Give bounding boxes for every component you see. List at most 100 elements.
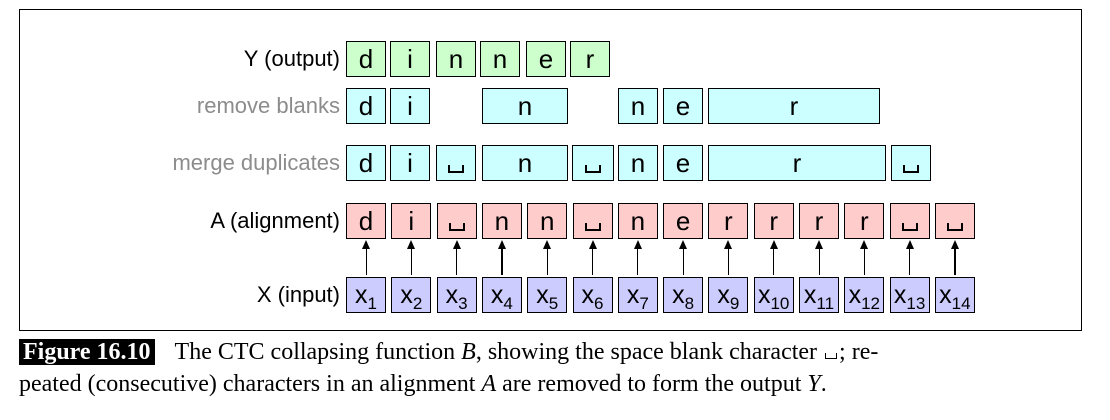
input-symbol: x: [400, 281, 413, 309]
input-subscript: 2: [412, 294, 423, 313]
caption-var-b: B: [461, 339, 476, 365]
output-cell: n: [436, 41, 476, 77]
remove-blanks-cell: e: [663, 88, 703, 124]
input-cell: x6: [572, 277, 613, 313]
caption-text: .: [820, 371, 827, 397]
input-subscript: 11: [816, 294, 835, 313]
input-subscript: 1: [367, 294, 377, 313]
figure-caption: Figure 16.10 The CTC collapsing function …: [19, 336, 1089, 400]
alignment-cell-blank: [889, 203, 930, 239]
input-cell: x2: [391, 277, 432, 313]
merge-cell: n: [618, 145, 658, 181]
input-cell: x3: [436, 277, 477, 313]
input-cell: x14: [934, 277, 975, 313]
input-cell: x11: [799, 277, 839, 313]
row-label-alignment: A (alignment): [210, 208, 340, 233]
alignment-cell: d: [346, 203, 386, 239]
caption-var-a: A: [481, 371, 497, 397]
alignment-cell: r: [753, 203, 794, 239]
input-symbol: x: [626, 281, 640, 309]
blank-symbol-icon: [585, 165, 601, 174]
row-label-input: X (input): [256, 282, 340, 307]
remove-blanks-cell: n: [618, 88, 658, 124]
input-subscript: 6: [594, 294, 604, 313]
output-cell: e: [526, 41, 566, 77]
caption-text: ; re-: [839, 339, 879, 365]
blank-symbol-icon: [901, 223, 918, 232]
blank-symbol-icon: [946, 223, 963, 232]
input-cell: x5: [527, 277, 568, 313]
merge-cell: d: [346, 145, 386, 181]
merge-cell-blank: [891, 145, 931, 181]
caption-text: The CTC collapsing function: [174, 339, 462, 365]
alignment-cell: e: [663, 203, 704, 239]
input-symbol: x: [536, 281, 549, 309]
alignment-cell-blank: [436, 203, 477, 239]
alignment-cell: r: [708, 203, 749, 239]
input-cell: x9: [708, 277, 749, 313]
input-subscript: 4: [503, 294, 513, 313]
caption-text: are removed to form the output: [496, 371, 808, 397]
alignment-cell: r: [844, 203, 885, 239]
input-cell: x10: [753, 277, 794, 313]
row-label-output: Y (output): [243, 46, 340, 71]
input-subscript: 9: [729, 294, 740, 313]
figure-frame: Y (output) d i n n e r remove blanks d i…: [19, 9, 1082, 331]
input-symbol: x: [939, 281, 952, 309]
input-symbol: x: [581, 281, 595, 309]
blank-symbol-icon: [825, 353, 838, 359]
merge-cell: i: [390, 145, 430, 181]
output-cell: n: [480, 41, 520, 77]
caption-text: peated (consecutive) characters in an al…: [19, 371, 482, 397]
merge-cell: e: [663, 145, 703, 181]
caption-var-y: Y: [807, 371, 821, 397]
input-cell: x1: [346, 277, 386, 313]
input-cell: x7: [617, 277, 658, 313]
input-subscript: 7: [639, 294, 649, 313]
remove-blanks-cell: d: [346, 88, 386, 124]
merge-cell: r: [708, 145, 886, 181]
alignment-cell: n: [617, 203, 658, 239]
input-symbol: x: [757, 281, 771, 309]
remove-blanks-cell: n: [482, 88, 568, 124]
input-symbol: x: [717, 281, 730, 309]
alignment-cell-blank: [572, 203, 613, 239]
merge-cell-blank: [572, 145, 614, 181]
row-label-merge-duplicates: merge duplicates: [172, 150, 340, 175]
caption-text: , showing the space blank character: [475, 339, 824, 365]
row-label-remove-blanks: remove blanks: [196, 93, 340, 118]
blank-symbol-icon: [903, 165, 919, 174]
input-subscript: 8: [684, 294, 695, 313]
input-subscript: 10: [770, 294, 790, 313]
alignment-cell: r: [799, 203, 839, 239]
output-cell: r: [570, 41, 610, 77]
merge-cell: n: [482, 145, 568, 181]
remove-blanks-cell: i: [390, 88, 430, 124]
merge-cell-blank: [436, 145, 476, 181]
input-symbol: x: [848, 281, 862, 309]
input-symbol: x: [803, 281, 817, 309]
blank-symbol-icon: [448, 223, 465, 232]
output-cell: d: [346, 41, 386, 77]
input-cell: x4: [481, 277, 522, 313]
input-cell: x12: [844, 277, 885, 313]
blank-symbol-icon: [584, 223, 601, 232]
alignment-cell: n: [481, 203, 522, 239]
input-symbol: x: [445, 281, 459, 309]
output-cell: i: [390, 41, 430, 77]
input-subscript: 3: [458, 294, 468, 313]
input-symbol: x: [672, 281, 685, 309]
input-cell: x13: [889, 277, 930, 313]
input-symbol: x: [490, 281, 504, 309]
blank-symbol-icon: [448, 165, 464, 174]
input-cell: x8: [663, 277, 704, 313]
alignment-cell-blank: [934, 203, 975, 239]
figure-tag: Figure 16.10: [19, 339, 155, 365]
remove-blanks-cell: r: [708, 88, 880, 124]
alignment-cell: i: [391, 203, 432, 239]
input-symbol: x: [355, 281, 368, 309]
input-subscript: 12: [861, 294, 880, 313]
input-subscript: 14: [951, 294, 971, 313]
input-subscript: 13: [906, 294, 926, 313]
input-symbol: x: [893, 281, 907, 309]
